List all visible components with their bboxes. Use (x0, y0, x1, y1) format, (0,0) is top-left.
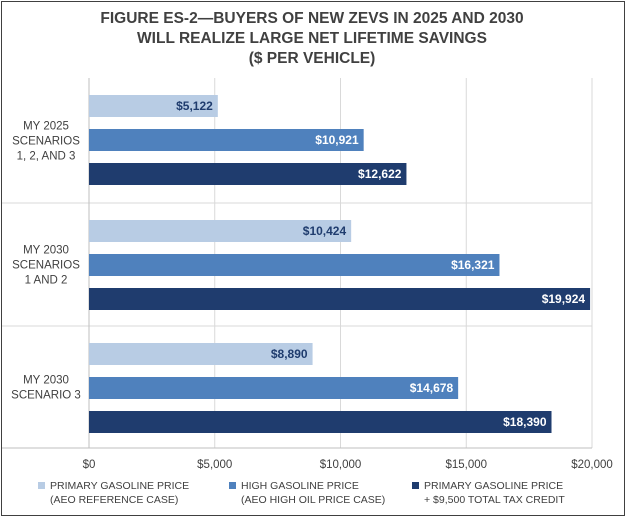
bar (89, 288, 591, 310)
legend-swatch-mid (229, 482, 236, 489)
legend-swatch-dark (412, 482, 419, 489)
category-label-line: MY 2030 (23, 375, 69, 387)
bar (89, 95, 218, 117)
chart-title: FIGURE ES-2—BUYERS OF NEW ZEVS IN 2025 A… (0, 9, 624, 69)
chart-title-line-1: FIGURE ES-2—BUYERS OF NEW ZEVS IN 2025 A… (100, 10, 524, 27)
data-label: $14,678 (410, 381, 454, 395)
category-label-line: SCENARIOS (12, 260, 80, 272)
category-label: MY 2030 SCENARIOS 1 AND 2 (12, 245, 80, 287)
bar (89, 220, 352, 242)
legend-label-line-1: PRIMARY GASOLINE PRICE (50, 480, 190, 492)
data-label: $10,424 (303, 224, 347, 238)
bar (89, 129, 364, 151)
category-label-line: MY 2030 (23, 245, 69, 257)
chart-title-line-2: WILL REALIZE LARGE NET LIFETIME SAVINGS (137, 30, 487, 47)
legend-label-line-1: HIGH GASOLINE PRICE (241, 480, 359, 492)
legend-label-line-2: + $9,500 TOTAL TAX CREDIT (424, 494, 565, 506)
category-label: MY 2025 SCENARIOS 1, 2, AND 3 (12, 121, 80, 163)
x-tick-label: $5,000 (197, 459, 232, 471)
category-label-line: 1 AND 2 (25, 275, 68, 287)
legend-label-line-2: (AEO HIGH OIL PRICE CASE) (241, 494, 386, 506)
bar (89, 254, 500, 276)
bar (89, 377, 459, 399)
x-tick-label: $0 (83, 459, 96, 471)
category-label-line: SCENARIOS (12, 136, 80, 148)
data-label: $16,321 (451, 258, 495, 272)
category-label-line: MY 2025 (23, 121, 69, 133)
x-tick-label: $15,000 (445, 459, 487, 471)
data-label: $8,890 (271, 347, 308, 361)
data-label: $5,122 (176, 99, 213, 113)
data-label: $10,921 (315, 133, 359, 147)
bar (89, 343, 313, 365)
legend-swatch-light (38, 482, 45, 489)
chart-title-line-3: ($ PER VEHICLE) (248, 50, 376, 67)
data-label: $19,924 (542, 292, 586, 306)
x-tick-label: $20,000 (571, 459, 613, 471)
bar (89, 411, 552, 433)
bar (89, 163, 407, 185)
chart-legend: PRIMARY GASOLINE PRICE (AEO REFERENCE CA… (0, 479, 624, 515)
x-tick-label: $10,000 (320, 459, 362, 471)
category-label: MY 2030 SCENARIO 3 (11, 375, 81, 402)
legend-label-line-1: PRIMARY GASOLINE PRICE (424, 480, 564, 492)
category-label-line: SCENARIO 3 (11, 390, 81, 402)
legend-label-line-2: (AEO REFERENCE CASE) (50, 494, 179, 506)
data-label: $18,390 (503, 415, 547, 429)
category-label-line: 1, 2, AND 3 (17, 151, 76, 163)
data-label: $12,622 (358, 167, 402, 181)
